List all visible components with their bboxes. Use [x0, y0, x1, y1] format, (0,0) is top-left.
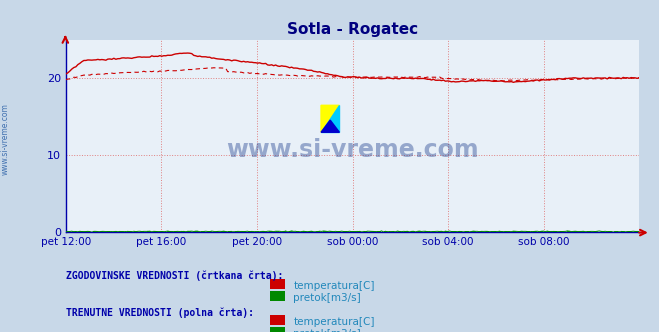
Text: pretok[m3/s]: pretok[m3/s] [293, 293, 361, 303]
Text: TRENUTNE VREDNOSTI (polna črta):: TRENUTNE VREDNOSTI (polna črta): [66, 307, 254, 318]
Text: www.si-vreme.com: www.si-vreme.com [1, 104, 10, 175]
Text: temperatura[C]: temperatura[C] [293, 281, 375, 290]
Text: Sotla - Rogatec: Sotla - Rogatec [287, 22, 418, 37]
Polygon shape [321, 120, 339, 132]
Text: pretok[m3/s]: pretok[m3/s] [293, 329, 361, 332]
Polygon shape [321, 105, 339, 132]
Polygon shape [321, 105, 339, 132]
Text: www.si-vreme.com: www.si-vreme.com [226, 137, 479, 162]
Text: ZGODOVINSKE VREDNOSTI (črtkana črta):: ZGODOVINSKE VREDNOSTI (črtkana črta): [66, 271, 283, 281]
Text: temperatura[C]: temperatura[C] [293, 317, 375, 327]
